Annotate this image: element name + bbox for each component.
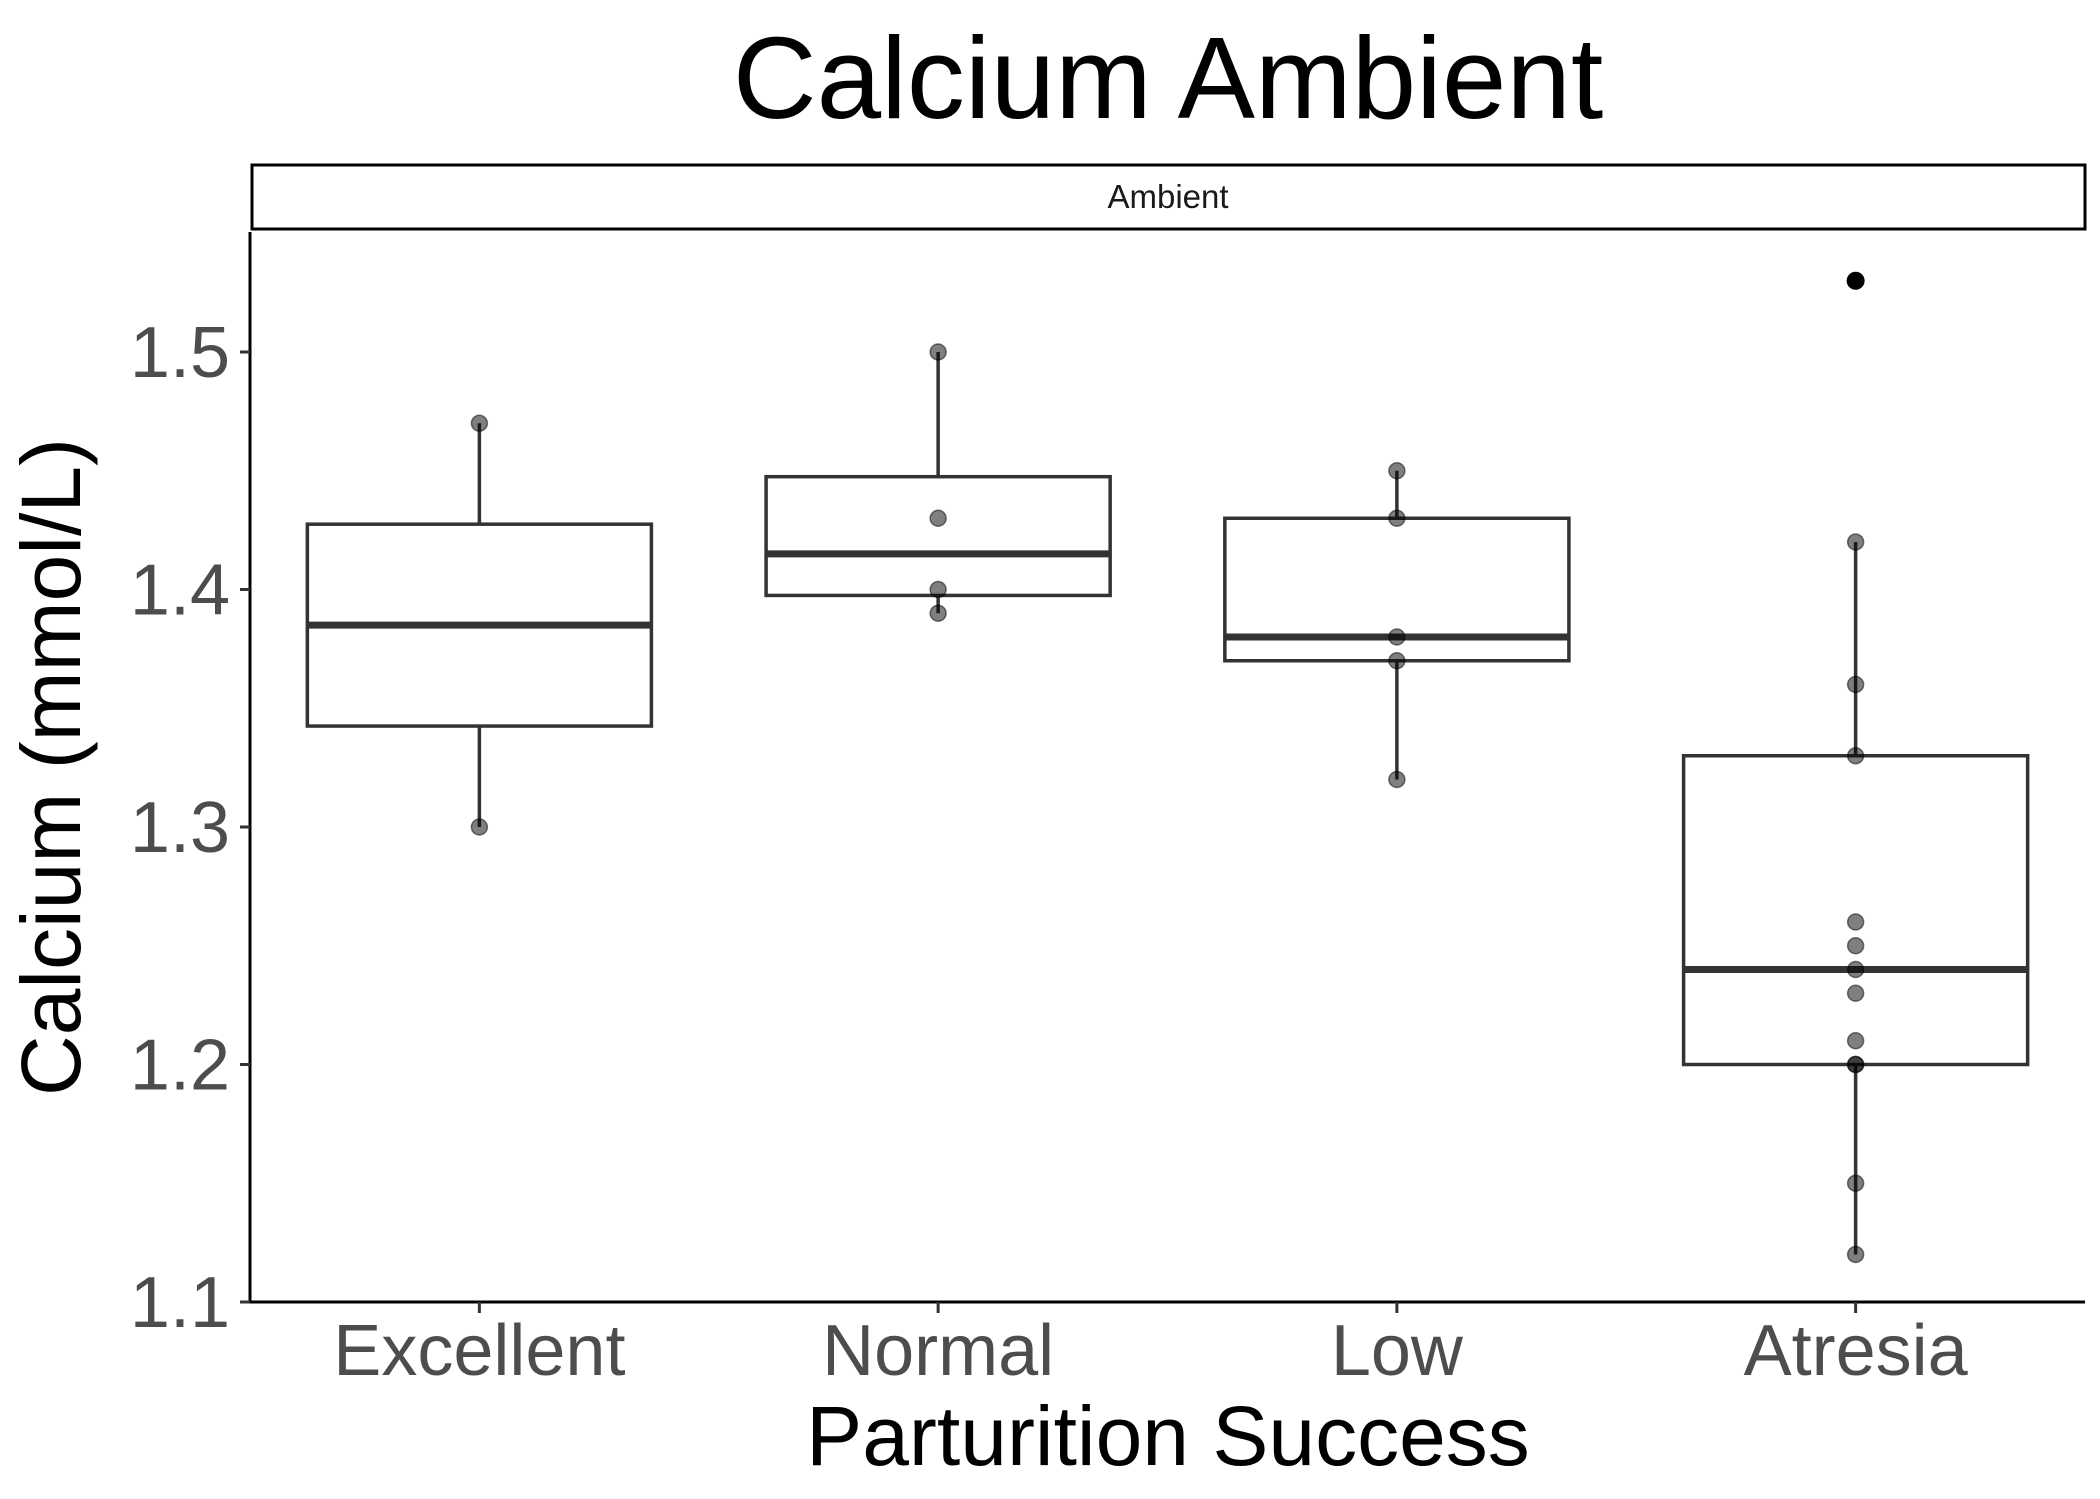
data-point [1846, 1174, 1865, 1192]
data-point [1846, 1055, 1865, 1074]
points-low [1388, 462, 1406, 789]
x-axis-ticks: Excellent Normal Low Atresia [333, 1302, 1969, 1391]
data-point [1846, 960, 1865, 979]
data-point [1846, 937, 1865, 955]
data-point [929, 509, 947, 527]
data-point [1846, 272, 1865, 290]
y-tick-label: 1.5 [130, 313, 230, 393]
box-group-excellent [305, 423, 654, 827]
points-normal [929, 343, 947, 622]
x-tick-label: Normal [822, 1311, 1054, 1391]
data-point [1846, 984, 1865, 1002]
data-point [1388, 628, 1406, 646]
y-axis-ticks: 1.1 1.2 1.3 1.4 1.5 [130, 313, 250, 1343]
data-point [1846, 533, 1865, 551]
data-point [1388, 462, 1406, 480]
points-atresia [1846, 272, 1865, 1264]
y-tick-label: 1.1 [130, 1263, 230, 1343]
data-point [470, 818, 489, 836]
data-point [929, 604, 947, 622]
data-point [1846, 747, 1865, 765]
facet-strip-label: Ambient [1107, 178, 1228, 215]
points-excellent [470, 414, 489, 836]
data-point [1846, 675, 1865, 694]
box-iqr [1681, 754, 2030, 1067]
box-iqr [764, 474, 1112, 598]
data-point [929, 343, 947, 361]
x-tick-label: Atresia [1744, 1311, 1969, 1391]
x-tick-label: Low [1331, 1311, 1464, 1391]
data-point [1388, 509, 1406, 527]
data-point [1846, 1032, 1865, 1050]
plot-area [305, 271, 2030, 1264]
y-tick-label: 1.2 [130, 1026, 230, 1106]
data-point [1846, 1245, 1865, 1264]
facet-strip-box [250, 163, 2087, 231]
y-tick-label: 1.3 [130, 788, 230, 868]
data-point [1846, 913, 1865, 931]
x-tick-label: Excellent [333, 1311, 625, 1391]
y-tick-label: 1.4 [130, 551, 230, 631]
box-group-normal [764, 352, 1112, 614]
x-axis-title: Parturition Success [806, 1389, 1530, 1483]
facet-strip: Ambient [250, 163, 2087, 231]
data-point [1388, 770, 1406, 789]
data-point [470, 414, 489, 432]
y-axis-title: Calcium (mmol/L) [4, 438, 98, 1096]
chart-title: Calcium Ambient [733, 13, 1603, 143]
data-point [929, 580, 947, 599]
data-point [1388, 652, 1406, 670]
